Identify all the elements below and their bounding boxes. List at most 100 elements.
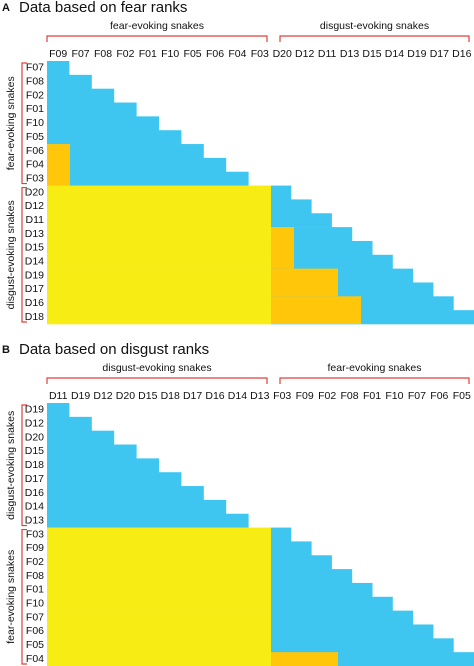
row-label: D12 [25,418,44,430]
column-label: D15 [138,390,157,402]
column-label: D12 [295,48,314,60]
column-label: F07 [408,390,426,402]
column-label: D13 [340,48,359,60]
row-label: D19 [25,269,44,281]
cell-yellow [47,185,271,200]
bracket [46,35,268,42]
cell-yellow [47,652,271,666]
column-label: F01 [363,390,381,402]
column-label: D17 [430,48,449,60]
bracket [46,377,268,384]
cell-blue [271,213,332,228]
cell-blue [271,624,434,639]
row-label: F10 [26,117,44,129]
cell-yellow [47,213,271,228]
column-label: D11 [49,390,68,402]
row-label: F06 [26,145,44,157]
row-label: F10 [26,597,44,609]
cell-yellow [47,582,271,598]
row-label: F09 [26,542,44,554]
cell-blue [47,74,92,89]
row-label: F02 [26,556,44,568]
cell-blue [47,171,249,186]
cell-blue [47,416,92,431]
column-label: D16 [452,48,471,60]
row-group-label: fear-evoking snakes [5,550,17,644]
panel-label: B [2,344,10,356]
column-label: D17 [183,390,202,402]
cell-blue [47,513,249,528]
bracket [279,35,470,42]
column-label: D15 [362,48,381,60]
cell-yellow [47,268,271,283]
cell-blue [271,638,454,653]
row-label: D15 [25,242,44,254]
row-label: D20 [25,431,44,443]
row-label: F06 [26,625,44,637]
cell-blue [47,88,115,103]
cell-blue [271,254,393,269]
column-label: F05 [453,390,471,402]
row-label: D19 [25,404,44,416]
cell-orange [271,268,338,297]
row-label: F01 [26,584,44,596]
cell-yellow [47,282,271,297]
cell-orange [271,296,361,324]
column-label: F02 [116,48,134,60]
bracket [21,62,27,185]
cell-blue [271,555,332,570]
column-label: D20 [116,390,135,402]
row-label: D16 [25,487,44,499]
cell-blue [47,486,204,501]
column-label: F10 [385,390,403,402]
column-group-label: disgust-evoking snakes [102,362,211,374]
column-label: D14 [228,390,247,402]
cell-yellow [47,296,271,311]
cell-blue [271,199,312,214]
column-label: F09 [49,48,67,60]
column-label: D19 [407,48,426,60]
cell-blue [47,472,182,487]
bracket [21,186,27,323]
cell-blue [47,61,70,76]
row-label: F07 [26,611,44,623]
row-label: D17 [25,283,44,295]
cell-yellow [47,227,271,242]
column-label: F10 [161,48,179,60]
cell-yellow [47,541,271,556]
bracket [21,404,27,527]
cell-blue [47,458,159,473]
cell-blue [271,569,353,584]
panel-title: Data based on disgust ranks [19,341,209,358]
column-group-label: fear-evoking snakes [328,362,422,374]
row-label: D18 [25,311,44,323]
bracket [21,528,27,665]
cell-blue [271,185,292,200]
column-label: F05 [184,48,202,60]
column-label: F01 [139,48,157,60]
row-group-label: disgust-evoking snakes [5,200,17,309]
column-label: F03 [251,48,269,60]
row-group-label: disgust-evoking snakes [5,411,17,520]
cell-blue [47,157,227,173]
cell-blue [271,541,312,556]
cell-blue [47,403,70,418]
column-label: F08 [94,48,112,60]
cell-blue [271,240,373,256]
row-label: D17 [25,473,44,485]
cell-blue [47,499,227,515]
column-label: D19 [71,390,90,402]
row-label: D18 [25,459,44,471]
panel-title: Data based on fear ranks [19,0,187,16]
row-label: F03 [26,172,44,184]
cell-yellow [47,555,271,570]
cell-blue [271,582,373,598]
row-label: D14 [25,255,44,267]
cell-blue [47,116,159,131]
column-label: D12 [93,390,112,402]
row-label: D20 [25,186,44,198]
column-label: D18 [161,390,180,402]
